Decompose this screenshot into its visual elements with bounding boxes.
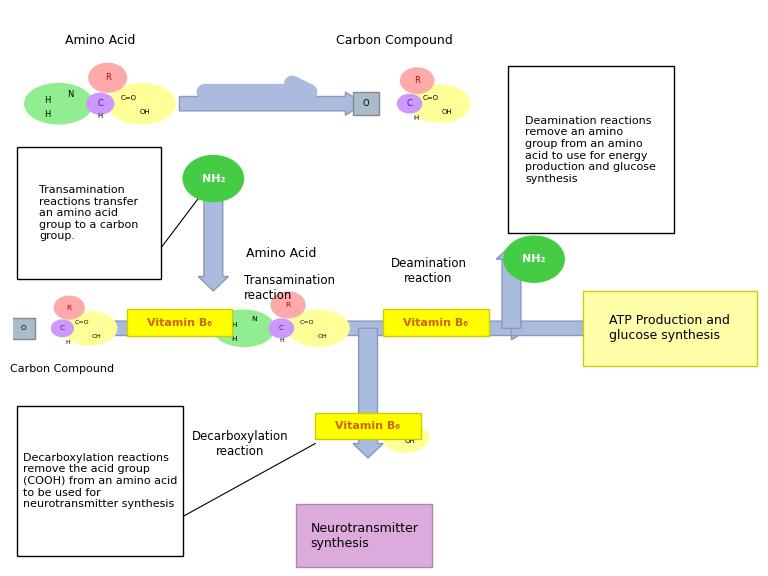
Text: Vitamin B₆: Vitamin B₆	[336, 421, 401, 431]
Circle shape	[183, 156, 243, 202]
FancyBboxPatch shape	[17, 147, 161, 279]
Ellipse shape	[25, 84, 93, 124]
Text: C: C	[406, 99, 412, 108]
Ellipse shape	[108, 84, 176, 124]
Circle shape	[398, 94, 422, 113]
Text: H: H	[413, 115, 419, 121]
FancyArrow shape	[511, 317, 606, 340]
Text: O: O	[20, 325, 26, 331]
Text: NH₂: NH₂	[202, 173, 225, 184]
Circle shape	[504, 236, 564, 282]
Text: Vitamin B₆: Vitamin B₆	[147, 317, 212, 328]
Text: H: H	[44, 96, 51, 105]
Circle shape	[271, 292, 305, 318]
Text: Transamination
reactions transfer
an amino acid
group to a carbon
group.: Transamination reactions transfer an ami…	[39, 185, 138, 241]
FancyBboxPatch shape	[315, 413, 421, 439]
Circle shape	[269, 319, 293, 338]
FancyArrow shape	[353, 328, 383, 458]
FancyBboxPatch shape	[17, 406, 183, 556]
Circle shape	[89, 63, 127, 92]
Ellipse shape	[62, 312, 117, 345]
Text: R: R	[104, 73, 111, 82]
FancyArrow shape	[104, 317, 259, 340]
Text: C=O: C=O	[74, 320, 89, 325]
FancyBboxPatch shape	[127, 309, 232, 336]
Text: Deamination
reaction: Deamination reaction	[390, 257, 466, 285]
Text: Carbon Compound: Carbon Compound	[10, 363, 114, 374]
Text: R: R	[286, 302, 290, 308]
Text: Deamination reactions
remove an amino
group from an amino
acid to use for energy: Deamination reactions remove an amino gr…	[525, 116, 656, 184]
Circle shape	[400, 68, 434, 93]
Ellipse shape	[383, 423, 429, 452]
Text: Transamination
reaction: Transamination reaction	[243, 274, 335, 302]
FancyBboxPatch shape	[508, 66, 674, 233]
Text: Decarboxylation reactions
remove the acid group
(COOH) from an amino acid
to be : Decarboxylation reactions remove the aci…	[23, 453, 177, 509]
Text: O: O	[362, 99, 369, 108]
Text: C=O: C=O	[121, 95, 137, 101]
Text: H: H	[231, 336, 237, 342]
Text: Decarboxylation
reaction: Decarboxylation reaction	[191, 430, 288, 457]
Text: Amino Acid: Amino Acid	[246, 247, 316, 260]
Text: N: N	[251, 316, 257, 322]
Text: H: H	[279, 339, 283, 343]
Ellipse shape	[409, 85, 470, 123]
Text: OH: OH	[442, 109, 452, 115]
Text: C=O: C=O	[300, 320, 314, 325]
Text: C: C	[60, 325, 65, 331]
Text: C=O: C=O	[422, 95, 439, 101]
Text: ATP Production and
glucose synthesis: ATP Production and glucose synthesis	[610, 314, 730, 342]
Text: C: C	[98, 99, 103, 108]
Text: C: C	[279, 325, 284, 331]
Text: OH: OH	[91, 335, 101, 339]
FancyArrow shape	[198, 184, 228, 291]
Text: Neurotransmitter
synthesis: Neurotransmitter synthesis	[310, 522, 419, 550]
Circle shape	[87, 93, 114, 114]
FancyArrow shape	[346, 317, 530, 340]
Ellipse shape	[288, 310, 349, 347]
Text: OH: OH	[140, 109, 151, 115]
Text: OH: OH	[404, 438, 415, 444]
Circle shape	[51, 320, 73, 336]
FancyBboxPatch shape	[353, 92, 379, 115]
FancyBboxPatch shape	[12, 318, 35, 339]
FancyBboxPatch shape	[383, 309, 488, 336]
Text: OH: OH	[317, 335, 327, 339]
Text: Vitamin B₆: Vitamin B₆	[403, 317, 468, 328]
FancyArrow shape	[496, 245, 527, 328]
Text: H: H	[65, 340, 70, 345]
Text: Amino Acid: Amino Acid	[65, 34, 135, 47]
Text: H: H	[98, 113, 103, 119]
FancyBboxPatch shape	[583, 291, 756, 366]
Ellipse shape	[214, 310, 274, 347]
Text: R: R	[414, 76, 420, 85]
Text: NH₂: NH₂	[522, 254, 546, 264]
Text: H: H	[231, 323, 237, 328]
Text: R: R	[67, 305, 72, 310]
Text: Carbon Compound: Carbon Compound	[336, 34, 453, 47]
Text: N: N	[67, 90, 73, 99]
Text: H: H	[44, 109, 51, 119]
FancyBboxPatch shape	[296, 504, 432, 567]
FancyArrow shape	[180, 92, 364, 115]
Circle shape	[55, 296, 84, 319]
Text: C=O: C=O	[381, 427, 400, 437]
